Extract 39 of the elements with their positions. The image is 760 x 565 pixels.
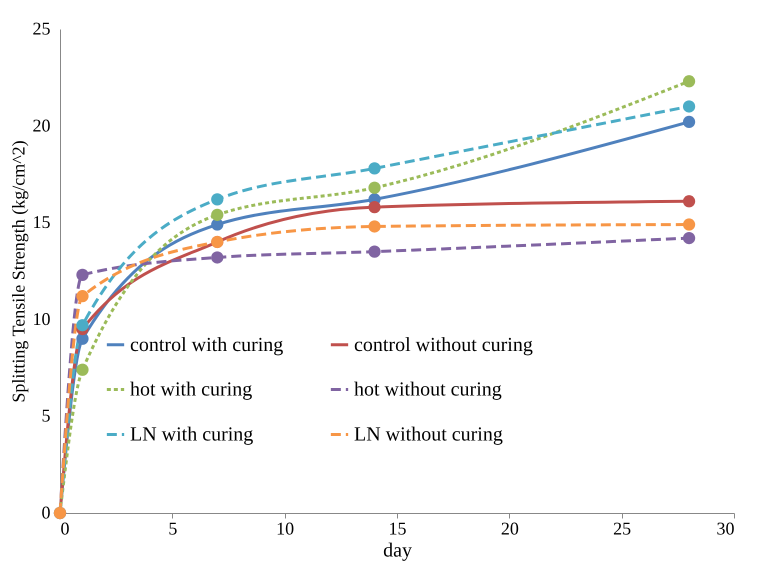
point [368,162,381,175]
point [76,319,89,332]
y-tick-label: 10 [32,308,50,329]
y-axis-title: Splitting Tensile Strength (kg/cm^2) [8,140,28,403]
x-tick-label: 30 [716,518,734,538]
y-tick-label: 15 [32,212,50,232]
x-tick-label: 15 [388,518,406,538]
point [682,218,696,231]
point [76,268,89,281]
x-axis-title: day [383,540,412,562]
point [76,290,89,302]
y-tick-label: 5 [42,406,50,426]
x-tick-label: 10 [276,518,294,538]
point [368,201,381,214]
point [682,116,696,128]
x-tick-label: 0 [60,518,70,538]
point [368,220,381,233]
legend-label: control without curing [354,334,533,356]
legend-label: control with curing [130,334,284,356]
legend-label: hot with curing [130,378,252,400]
x-tick-label: 25 [613,518,632,538]
point [682,232,696,244]
y-tick-label: 25 [32,18,50,38]
legend-label: hot without curing [354,378,502,400]
point [682,75,696,88]
point [368,182,381,194]
point [76,364,89,376]
point [211,251,224,264]
point [682,195,696,208]
y-tick-label: 0 [42,502,50,522]
point [211,208,224,221]
point [211,193,224,206]
y-tick-label: 20 [32,115,50,136]
x-tick-label: 5 [168,518,178,538]
point [368,246,381,258]
point [682,100,696,113]
x-tick-label: 20 [500,518,519,538]
legend-label: LN with curing [130,424,254,446]
legend-label: LN without curing [354,424,503,446]
